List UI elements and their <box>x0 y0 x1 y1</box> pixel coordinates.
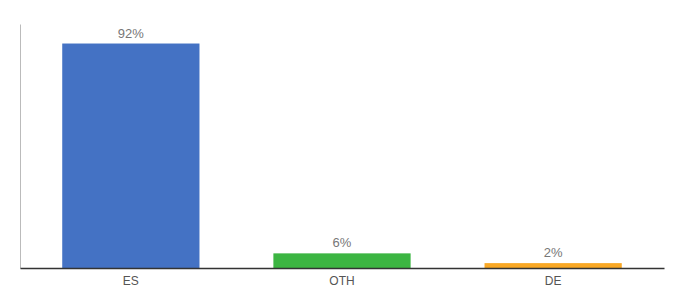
x-tick-label: OTH <box>329 274 354 288</box>
x-tick: ES <box>123 274 139 288</box>
data-label: 92% <box>118 26 144 41</box>
bar <box>62 44 199 268</box>
data-label: 6% <box>333 235 352 250</box>
data-labels: 92% 6% 2% <box>118 26 563 261</box>
x-tick-label: ES <box>123 274 139 288</box>
data-label: 2% <box>544 245 563 260</box>
chart-container: ES OTH DE 92% 6% 2% <box>0 0 680 300</box>
y-axis <box>20 25 21 269</box>
x-tick: DE <box>545 274 562 288</box>
plot: ES OTH DE 92% 6% 2% <box>21 25 665 288</box>
chart-svg: ES OTH DE 92% 6% 2% <box>0 0 680 300</box>
x-tick-label: DE <box>545 274 562 288</box>
bar <box>485 263 622 268</box>
x-axis: ES OTH DE <box>21 269 665 288</box>
x-axis-line <box>21 268 665 270</box>
bars <box>62 44 622 268</box>
y-axis-line <box>20 25 21 269</box>
x-tick: OTH <box>329 274 354 288</box>
bar <box>273 253 410 268</box>
